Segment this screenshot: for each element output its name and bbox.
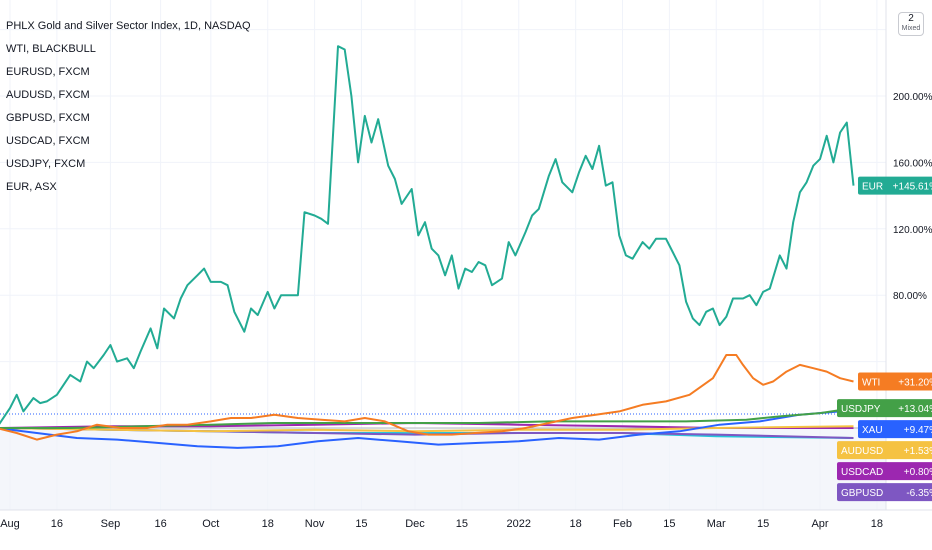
legend-symbol[interactable]: EURUSD, FXCM (6, 66, 90, 78)
scale-mode-label: Mixed (901, 25, 921, 32)
x-tick-label: Aug (0, 518, 20, 530)
x-tick-label: Dec (405, 518, 425, 530)
legend-symbol[interactable]: EUR, ASX (6, 181, 57, 193)
legend-title: PHLX Gold and Silver Sector Index, 1D, N… (6, 20, 251, 32)
price-badge-bg (837, 462, 932, 481)
series-line-eur (0, 45, 855, 425)
legend-symbol[interactable]: USDJPY, FXCM (6, 158, 86, 170)
price-badge-xau: XAU +9.47% (858, 420, 932, 439)
price-badge-bg (837, 399, 932, 418)
price-badge-value: +31.20% (898, 378, 932, 389)
x-tick-label: 15 (456, 518, 468, 530)
y-tick-label: 160.00% (893, 158, 932, 169)
price-badge-value: +1.53% (904, 446, 932, 457)
x-tick-label: 15 (757, 518, 769, 530)
x-tick-label: 16 (154, 518, 166, 530)
legend-symbol[interactable]: USDCAD, FXCM (6, 135, 90, 147)
x-tick-label: Nov (305, 518, 325, 530)
y-tick-label: 200.00% (893, 92, 932, 103)
x-tick-label: Feb (613, 518, 632, 530)
y-axis-ticks: 80.00% 120.00% 160.00% 200.00% (893, 92, 932, 302)
price-badge-usdcad: USDCAD +0.80% (837, 462, 932, 481)
price-badge-symbol: WTI (862, 378, 880, 389)
x-tick-label: Oct (202, 518, 219, 530)
series-layer (0, 45, 855, 449)
price-badge-bg (837, 483, 932, 502)
x-tick-label: 18 (871, 518, 883, 530)
price-badge-symbol: GBPUSD (841, 488, 883, 499)
price-badge-bg (858, 176, 932, 195)
y-tick-label: 120.00% (893, 225, 932, 236)
price-badge-symbol: EUR (862, 182, 883, 193)
x-axis-ticks: Aug 16 Sep 16 Oct 18 Nov 15 Dec 15 2022 18 Feb 15 Mar 1… (0, 518, 883, 530)
price-badge-symbol: USDJPY (841, 404, 881, 415)
series-line-wti (0, 354, 854, 441)
plot-background (0, 0, 886, 510)
price-badge-value: -6.35% (906, 488, 932, 499)
chart-legend: PHLX Gold and Silver Sector Index, 1D, N… (6, 19, 251, 203)
price-badge-audusd: AUDUSD +1.53% (837, 441, 932, 460)
x-tick-label: 15 (663, 518, 675, 530)
x-tick-label: 18 (262, 518, 274, 530)
legend-symbol[interactable]: AUDUSD, FXCM (6, 89, 90, 101)
price-badge-eur: EUR +145.61% (858, 176, 932, 195)
price-badge-value: +145.61% (893, 182, 932, 193)
x-tick-label: 15 (355, 518, 367, 530)
price-badges: EUR +145.61% WTI +31.20% USDJPY +13.04% XAU +9.… (837, 176, 932, 502)
x-tick-label: Sep (101, 518, 121, 530)
scale-mode-button[interactable]: 2 Mixed (898, 12, 924, 36)
price-badge-symbol: USDCAD (841, 467, 883, 478)
price-badge-symbol: AUDUSD (841, 446, 883, 457)
price-badge-bg (858, 420, 932, 439)
x-tick-label: Mar (707, 518, 726, 530)
x-tick-label: 16 (51, 518, 63, 530)
x-tick-label: 18 (570, 518, 582, 530)
x-tick-label: 2022 (507, 518, 531, 530)
price-badge-wti: WTI +31.20% (858, 372, 932, 391)
price-badge-value: +0.80% (904, 467, 932, 478)
price-badge-bg (837, 441, 932, 460)
price-badge-usdjpy: USDJPY +13.04% (837, 399, 932, 418)
legend-symbol[interactable]: WTI, BLACKBULL (6, 43, 96, 55)
price-badge-value: +9.47% (904, 425, 932, 436)
price-badge-gbpusd: GBPUSD -6.35% (837, 483, 932, 502)
series-line-audusd (0, 425, 854, 433)
y-tick-label: 80.00% (893, 291, 927, 302)
price-badge-symbol: XAU (862, 425, 883, 436)
price-badge-bg (858, 372, 932, 391)
x-tick-label: Apr (811, 518, 828, 530)
legend-symbol[interactable]: GBPUSD, FXCM (6, 112, 90, 124)
scale-number: 2 (908, 13, 914, 24)
series-line-xau (0, 410, 854, 449)
price-badge-value: +13.04% (898, 404, 932, 415)
